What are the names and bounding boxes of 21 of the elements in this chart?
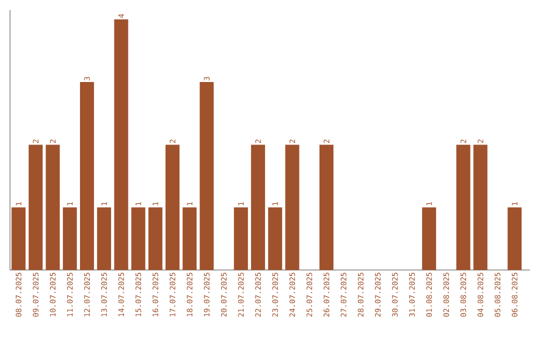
bar (285, 144, 300, 270)
bar (28, 144, 43, 270)
bar (200, 82, 214, 270)
bar (182, 207, 197, 270)
bar (80, 82, 94, 270)
bar (268, 207, 282, 270)
bar (12, 207, 26, 270)
bar (473, 144, 488, 270)
bar (456, 144, 470, 270)
bar (46, 144, 60, 270)
bar (422, 207, 436, 270)
bar (166, 144, 180, 270)
bar (148, 207, 162, 270)
bar (131, 207, 146, 270)
bar (114, 19, 128, 270)
bar (62, 207, 77, 270)
bar (234, 207, 248, 270)
bar (508, 207, 522, 270)
bar (251, 144, 266, 270)
bar (319, 144, 334, 270)
bar (97, 207, 112, 270)
